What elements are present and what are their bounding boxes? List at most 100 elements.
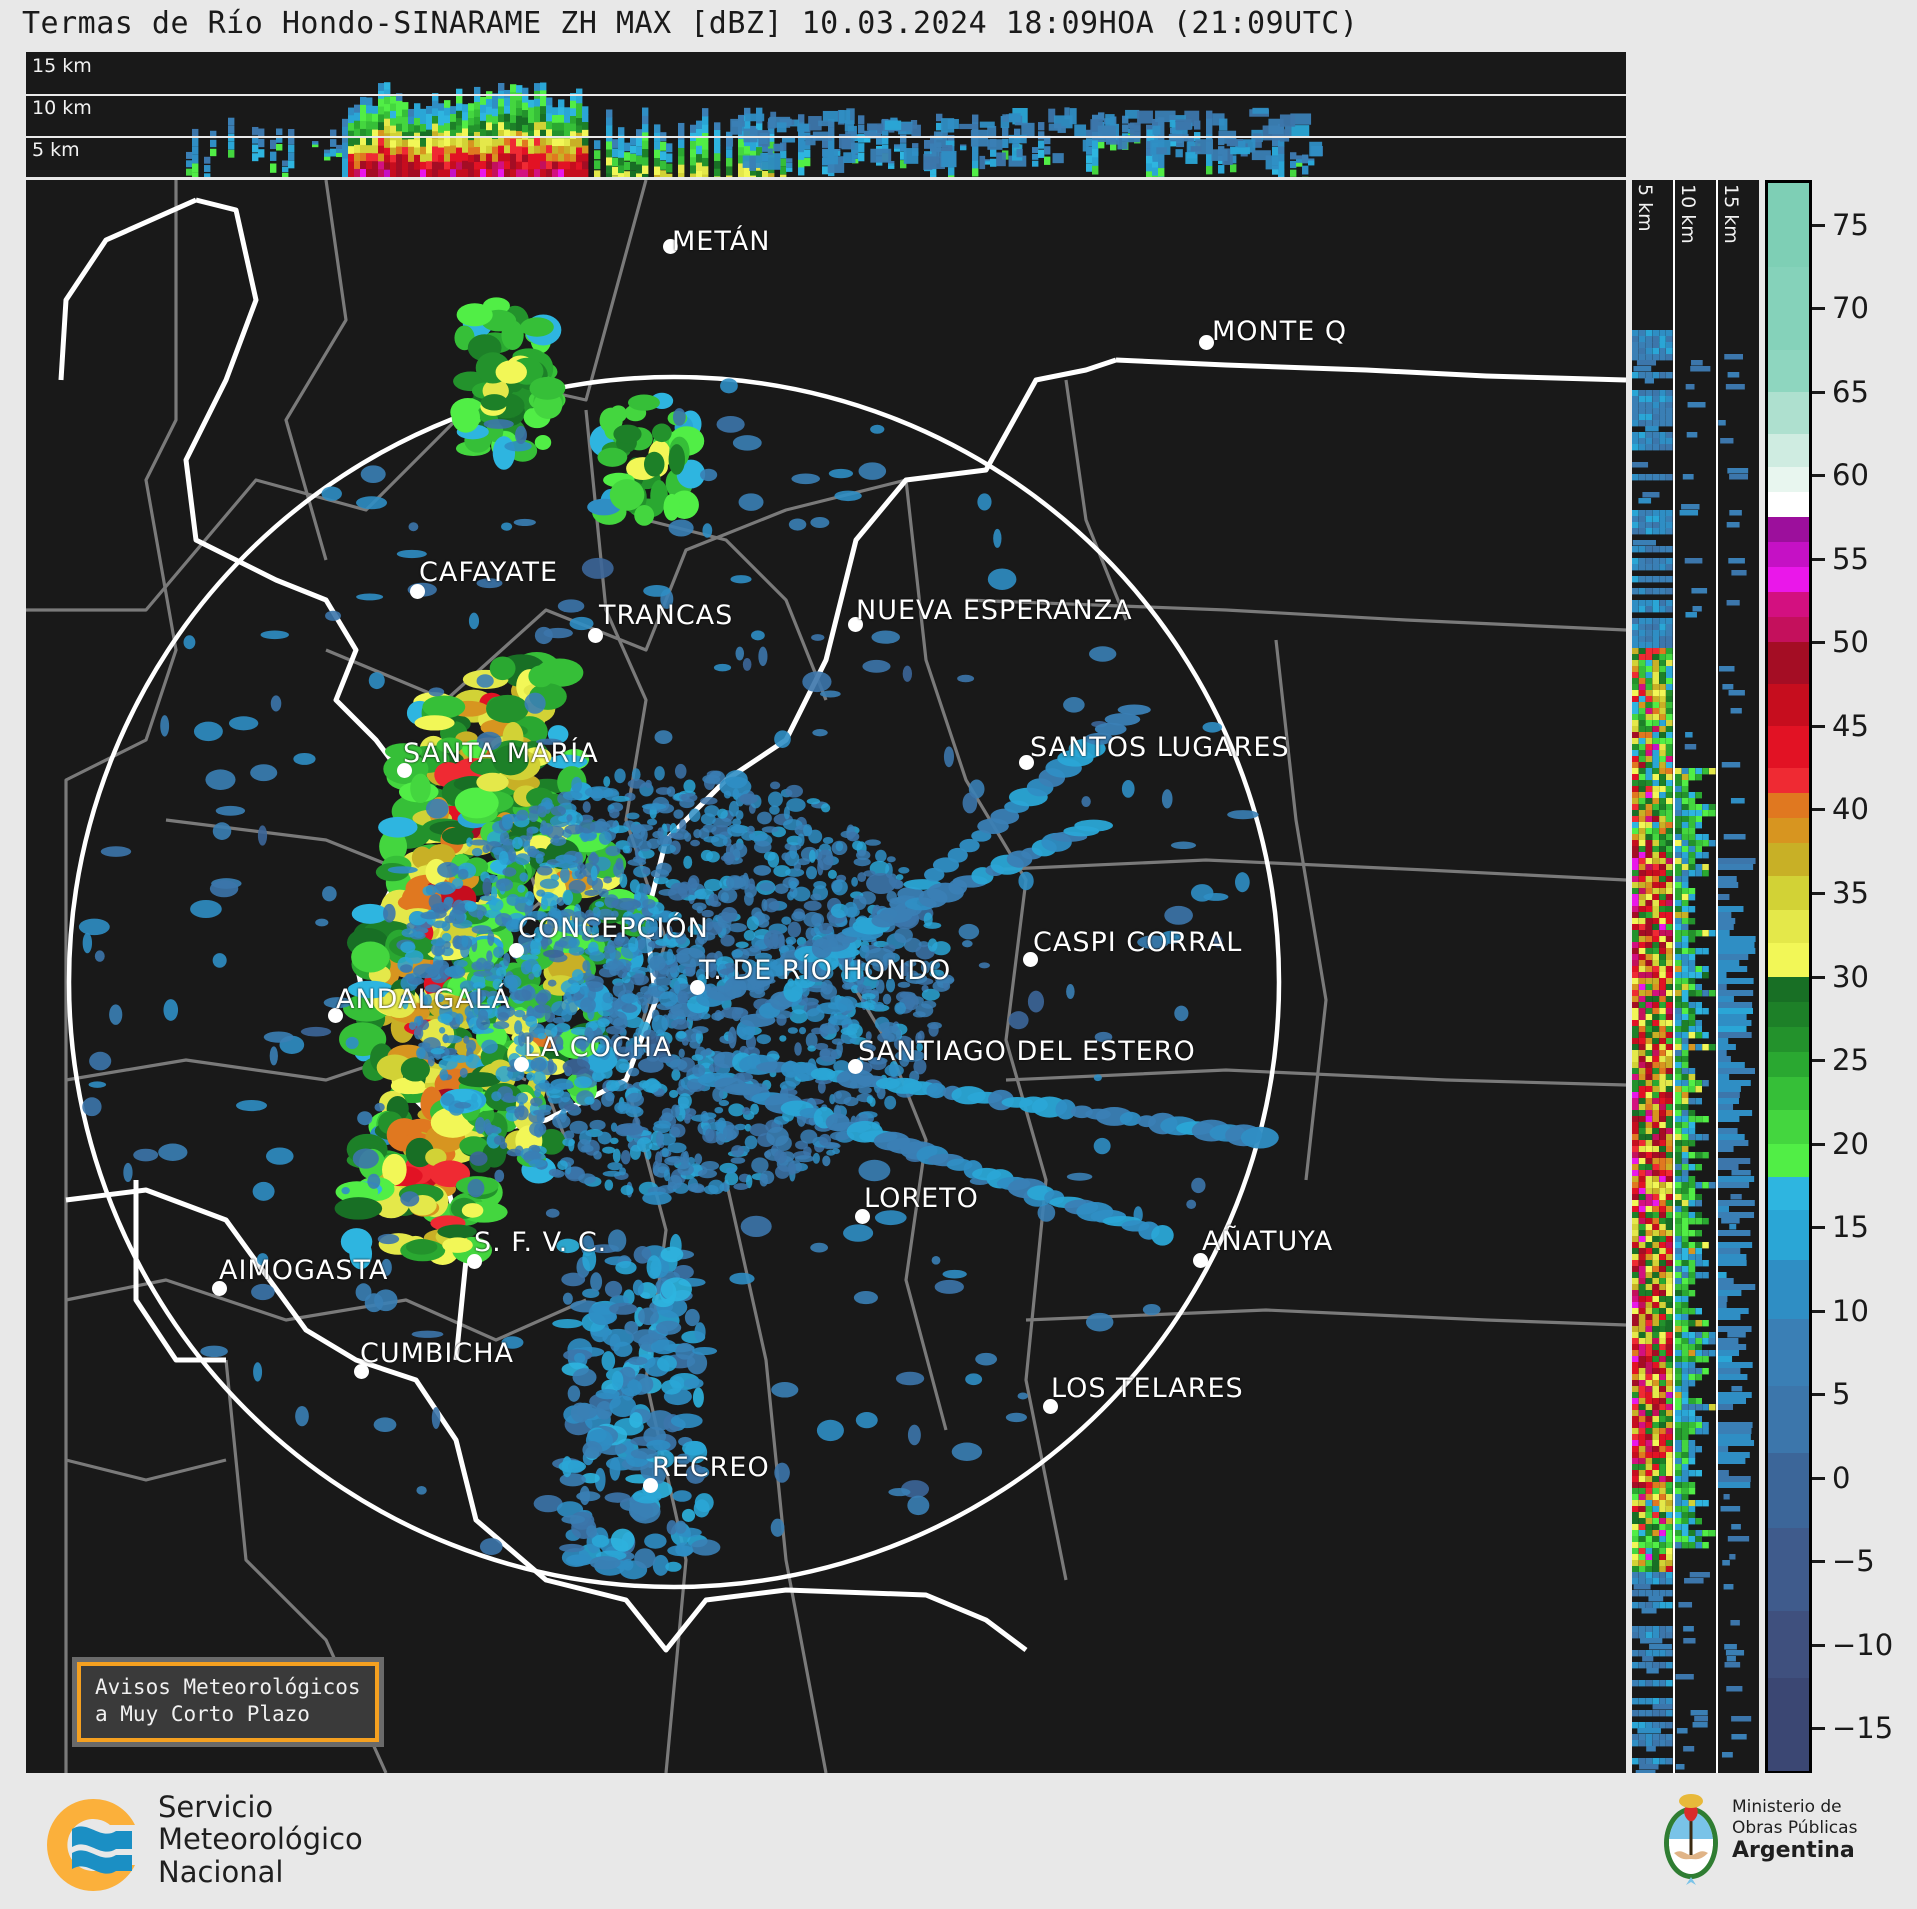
city-marker-dot <box>1023 952 1038 967</box>
city-label: METÁN <box>672 226 771 257</box>
colorbar-segment <box>1768 183 1809 268</box>
colorbar-tick-label: 0 <box>1832 1460 1851 1495</box>
colorbar-segment <box>1768 1452 1809 1529</box>
colorbar-tick-label: 65 <box>1832 374 1869 409</box>
city-marker-dot <box>397 763 412 778</box>
city-marker-dot <box>1019 755 1034 770</box>
colorbar-tick-label: 15 <box>1832 1210 1869 1245</box>
warning-infobox-line2: a Muy Corto Plazo <box>95 1701 310 1726</box>
city-label: SANTIAGO DEL ESTERO <box>858 1036 1196 1067</box>
smn-logo-text: Servicio Meteorológico Nacional <box>158 1791 363 1888</box>
city-label: S. F. V. C. <box>474 1227 608 1258</box>
colorbar-segment <box>1768 1026 1809 1053</box>
colorbar-tick-label: 5 <box>1832 1377 1851 1412</box>
city-marker-dot <box>514 1057 529 1072</box>
xsec-altitude-label-5km: 5 km <box>32 139 80 161</box>
colorbar-segment <box>1768 1318 1809 1387</box>
colorbar-segment <box>1768 517 1809 543</box>
colorbar-tick <box>1812 724 1825 728</box>
colorbar-segment <box>1768 1001 1809 1028</box>
city-marker-dot <box>1193 1253 1208 1268</box>
colorbar-tick <box>1812 975 1825 979</box>
colorbar-segment <box>1768 567 1809 593</box>
vpanel-divider-2 <box>1716 180 1718 1773</box>
colorbar-tick <box>1812 641 1825 645</box>
colorbar-segment <box>1768 792 1809 819</box>
map-graphics <box>26 180 1626 1773</box>
radar-map[interactable]: METÁN MONTE Q CAFAYATE TRANCAS NUEVA ESPERAN… <box>26 180 1626 1773</box>
city-marker-dot <box>690 980 705 995</box>
colorbar-tick-label: 45 <box>1832 708 1869 743</box>
colorbar-tick-label: −10 <box>1832 1627 1894 1662</box>
warning-infobox-inner: Avisos Meteorológicos a Muy Corto Plazo <box>77 1662 379 1742</box>
colorbar-segment <box>1768 684 1809 727</box>
xsec-altitude-label-15km: 15 km <box>32 55 92 77</box>
ministry-logo: Ministerio de Obras Públicas Argentina <box>1660 1793 1910 1893</box>
city-marker-dot <box>848 617 863 632</box>
city-marker-dot <box>354 1364 369 1379</box>
colorbar-segment <box>1768 1210 1809 1262</box>
colorbar-segment <box>1768 1143 1809 1178</box>
colorbar-segment <box>1768 1678 1809 1771</box>
colorbar-tick-label: 25 <box>1832 1043 1869 1078</box>
city-marker-dot <box>848 1059 863 1074</box>
city-label: LORETO <box>864 1183 979 1214</box>
colorbar-segment <box>1768 909 1809 944</box>
city-marker-dot <box>410 584 425 599</box>
colorbar-segment <box>1768 433 1809 468</box>
colorbar-segment <box>1768 1076 1809 1111</box>
colorbar-tick-label: 75 <box>1832 207 1869 242</box>
colorbar-segment <box>1768 1176 1809 1211</box>
colorbar-tick-label: 20 <box>1832 1126 1869 1161</box>
city-label: ANDALGALÁ <box>336 984 512 1015</box>
colorbar-segment <box>1768 876 1809 911</box>
colorbar-segment <box>1768 617 1809 643</box>
colorbar-tick-label: −5 <box>1832 1544 1875 1579</box>
colorbar-tick <box>1812 1059 1825 1063</box>
colorbar-tick-label: 60 <box>1832 458 1869 493</box>
warning-infobox[interactable]: Avisos Meteorológicos a Muy Corto Plazo <box>72 1657 384 1747</box>
colorbar-segment <box>1768 592 1809 618</box>
city-label: CUMBICHA <box>360 1338 515 1369</box>
city-label: LOS TELARES <box>1051 1373 1244 1404</box>
colorbar-tick <box>1812 1727 1825 1731</box>
colorbar-segment <box>1768 642 1809 685</box>
colorbar-segment <box>1768 542 1809 568</box>
vertical-max-panel: 5 km 10 km 15 km <box>1632 180 1759 1773</box>
colorbar-segment <box>1768 1110 1809 1145</box>
colorbar-tick <box>1812 891 1825 895</box>
colorbar-tick-label: −15 <box>1832 1711 1894 1746</box>
dbz-colorbar <box>1765 180 1812 1773</box>
colorbar-tick <box>1812 307 1825 311</box>
colorbar-tick-label: 35 <box>1832 875 1869 910</box>
city-marker-dot <box>663 239 678 254</box>
city-marker-dot <box>855 1209 870 1224</box>
colorbar-tick <box>1812 474 1825 478</box>
cross-section-panel: 15 km 10 km 5 km <box>26 52 1626 177</box>
page-title: Termas de Río Hondo-SINARAME ZH MAX [dBZ… <box>22 6 1359 41</box>
city-marker-dot <box>588 628 603 643</box>
colorbar-tick <box>1812 808 1825 812</box>
colorbar-tick-label: 30 <box>1832 959 1869 994</box>
vpanel-altitude-label-10km: 10 km <box>1677 184 1699 244</box>
xsec-altitude-label-10km: 10 km <box>32 97 92 119</box>
city-label: AIMOGASTA <box>219 1255 389 1286</box>
colorbar-segment <box>1768 725 1809 769</box>
colorbar-tick-label: 10 <box>1832 1293 1869 1328</box>
colorbar-tick-label: 50 <box>1832 625 1869 660</box>
city-marker-dot <box>467 1254 482 1269</box>
ministry-line1: Ministerio de <box>1732 1797 1842 1817</box>
smn-logo: Servicio Meteorológico Nacional <box>38 1791 468 1895</box>
city-marker-dot <box>643 1478 658 1493</box>
colorbar-tick <box>1812 1393 1825 1397</box>
city-marker-dot <box>212 1281 227 1296</box>
colorbar-segment <box>1768 976 1809 1003</box>
smn-logo-line1: Servicio <box>158 1790 274 1824</box>
colorbar-segment <box>1768 842 1809 877</box>
altitude-gridline-5km <box>26 136 1626 138</box>
smn-logo-line2: Meteorológico <box>158 1822 363 1857</box>
colorbar-tick <box>1812 1309 1825 1313</box>
colorbar-segment <box>1768 943 1809 978</box>
city-marker-dot <box>1043 1399 1058 1414</box>
colorbar-segment <box>1768 266 1809 351</box>
